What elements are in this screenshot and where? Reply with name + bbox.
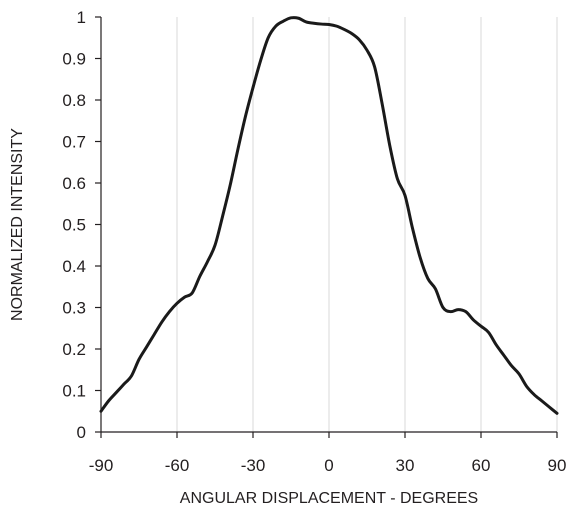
y-tick-label: 0 [77,423,86,442]
x-tick-label: -60 [165,456,190,475]
y-axis-title: NORMALIZED INTENSITY [9,128,26,321]
data-series [99,16,559,415]
grid [176,17,558,432]
x-tick-label: 90 [548,456,567,475]
tick-labels: 0 0.1 0.2 0.3 0.4 0.5 0.6 0.7 0.8 0.9 1 -90 -60 -30 0 3… [62,8,566,475]
y-tick-label: 0.6 [62,174,86,193]
x-tick-label: -30 [241,456,266,475]
y-tick-label: 0.7 [62,133,86,152]
x-tick-label: 60 [472,456,491,475]
x-tick-label: 0 [324,456,333,475]
intensity-series-line [99,16,559,415]
axes [95,16,558,438]
y-tick-label: 1 [77,8,86,27]
y-tick-label: 0.4 [62,257,86,276]
y-tick-label: 0.8 [62,91,86,110]
x-tick-label: 30 [396,456,415,475]
y-tick-label: 0.5 [62,216,86,235]
y-tick-label: 0.1 [62,382,86,401]
x-tick-label: -90 [89,456,114,475]
x-axis-title: ANGULAR DISPLACEMENT - DEGREES [180,490,478,507]
y-tick-label: 0.3 [62,299,86,318]
y-tick-label: 0.9 [62,50,86,69]
y-tick-label: 0.2 [62,340,86,359]
